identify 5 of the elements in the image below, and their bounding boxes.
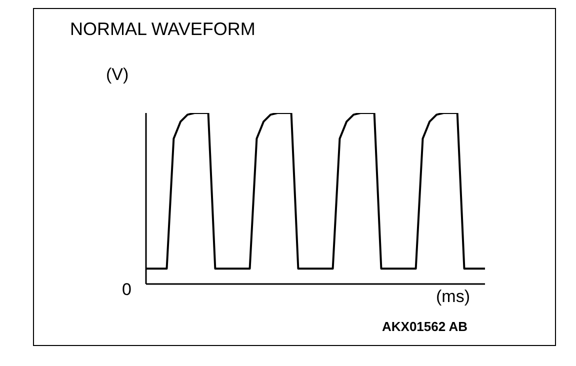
y-axis-title: (V) — [106, 65, 129, 85]
x-axis-title: (ms) — [436, 287, 470, 307]
text: 0 — [122, 280, 132, 300]
text: AKX01562 AB — [382, 319, 468, 334]
chart-title: NORMAL WAVEFORM — [70, 19, 256, 40]
